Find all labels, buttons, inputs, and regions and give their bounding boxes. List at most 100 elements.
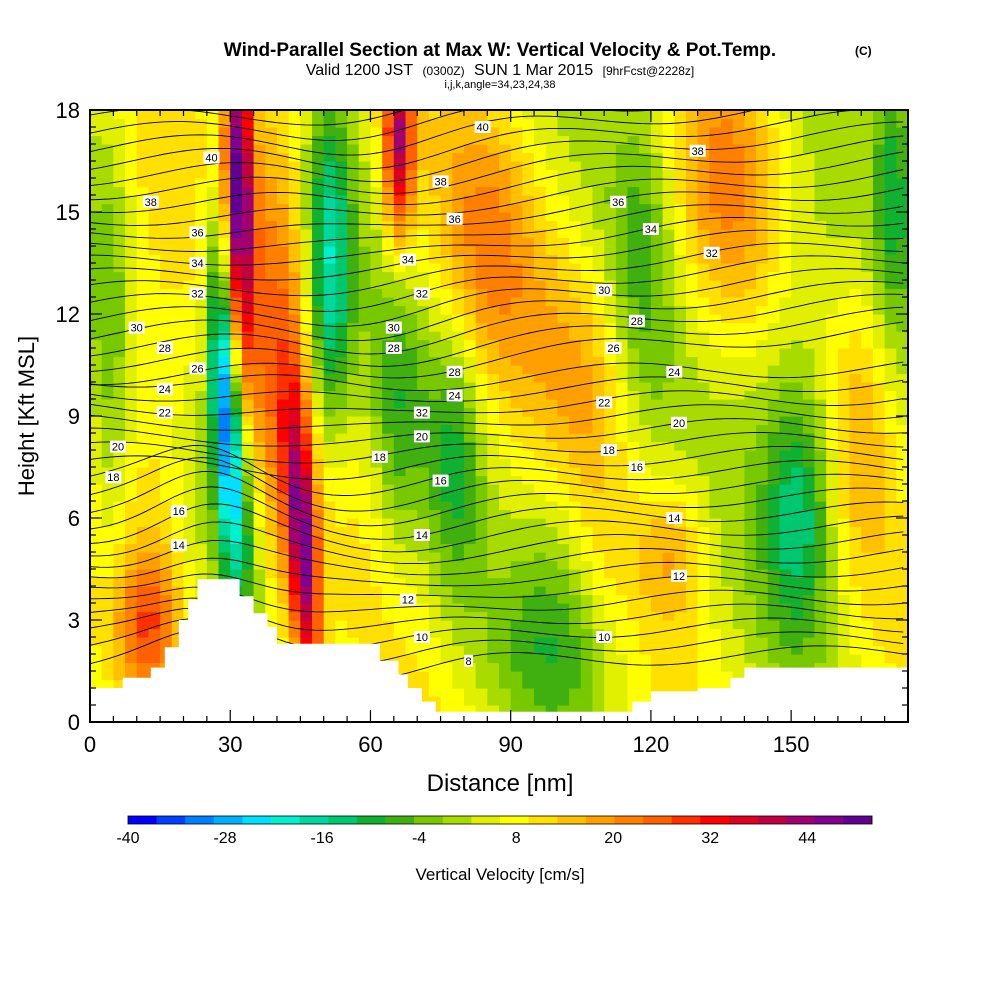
field-cell	[487, 271, 500, 281]
field-cell	[335, 373, 348, 383]
field-cell	[650, 407, 664, 417]
field-cell	[463, 560, 477, 570]
field-cell	[417, 254, 430, 264]
field-cell	[300, 127, 313, 137]
field-cell	[312, 229, 325, 239]
field-cell	[417, 135, 430, 145]
field-cell	[639, 212, 652, 222]
field-cell	[101, 441, 114, 451]
field-cell	[499, 110, 512, 120]
field-cell	[685, 543, 699, 553]
field-cell	[545, 169, 559, 179]
field-cell	[370, 271, 383, 281]
field-cell	[452, 492, 465, 502]
field-cell	[276, 144, 290, 154]
field-cell	[405, 382, 418, 392]
field-cell	[148, 229, 161, 239]
field-cell	[872, 407, 886, 417]
field-cell	[195, 305, 208, 315]
field-cell	[358, 424, 372, 434]
field-cell	[697, 577, 710, 587]
field-cell	[662, 348, 675, 358]
field-cell	[721, 237, 734, 247]
field-cell	[592, 560, 605, 570]
field-cell	[779, 586, 792, 596]
field-cell	[195, 526, 208, 536]
field-cell	[452, 526, 465, 536]
field-cell	[522, 501, 535, 511]
field-cell	[265, 237, 278, 247]
field-cell	[662, 501, 675, 511]
field-cell	[90, 637, 103, 647]
field-cell	[312, 203, 325, 213]
field-cell	[639, 577, 652, 587]
field-cell	[592, 416, 605, 426]
field-cell	[872, 356, 886, 366]
field-cell	[791, 169, 804, 179]
field-cell	[580, 501, 594, 511]
field-cell	[849, 501, 862, 511]
field-cell	[884, 373, 897, 383]
field-cell	[627, 135, 640, 145]
field-cell	[650, 399, 664, 409]
field-cell	[522, 373, 535, 383]
field-cell	[639, 322, 652, 332]
field-cell	[639, 637, 652, 647]
field-cell	[580, 297, 594, 307]
field-cell	[721, 577, 734, 587]
field-cell	[545, 305, 559, 315]
field-cell	[884, 569, 897, 579]
field-cell	[627, 543, 640, 553]
field-cell	[569, 620, 582, 630]
field-cell	[241, 399, 255, 409]
field-cell	[627, 416, 640, 426]
field-cell	[744, 611, 757, 621]
field-cell	[545, 382, 559, 392]
field-cell	[288, 543, 301, 553]
field-cell	[171, 288, 185, 298]
field-cell	[499, 450, 512, 460]
field-cell	[160, 569, 173, 579]
field-cell	[861, 373, 874, 383]
field-cell	[323, 535, 336, 545]
field-cell	[662, 127, 675, 137]
field-cell	[358, 416, 372, 426]
field-cell	[580, 152, 594, 162]
field-cell	[791, 135, 804, 145]
field-cell	[171, 450, 185, 460]
field-cell	[826, 433, 839, 443]
field-cell	[674, 441, 687, 451]
field-cell	[440, 586, 453, 596]
field-cell	[709, 365, 722, 375]
field-cell	[662, 297, 675, 307]
field-cell	[370, 518, 383, 528]
field-cell	[767, 501, 781, 511]
field-cell	[393, 237, 407, 247]
field-cell	[183, 237, 196, 247]
field-cell	[615, 594, 629, 604]
field-cell	[382, 135, 395, 145]
field-cell	[639, 339, 652, 349]
field-cell	[323, 586, 336, 596]
field-cell	[522, 424, 535, 434]
field-cell	[709, 654, 722, 664]
field-cell	[347, 135, 360, 145]
field-cell	[791, 305, 804, 315]
field-cell	[709, 305, 722, 315]
field-cell	[639, 263, 652, 273]
field-cell	[580, 390, 594, 400]
chart-title: Wind-Parallel Section at Max W: Vertical…	[224, 40, 776, 61]
field-cell	[382, 390, 395, 400]
field-cell	[276, 127, 290, 137]
field-cell	[685, 637, 699, 647]
field-cell	[534, 535, 547, 545]
field-cell	[452, 178, 465, 188]
field-cell	[195, 475, 208, 485]
field-cell	[569, 526, 582, 536]
field-cell	[230, 569, 243, 579]
field-cell	[440, 577, 453, 587]
field-cell	[265, 127, 278, 137]
field-cell	[849, 271, 862, 281]
field-cell	[428, 212, 442, 222]
field-cell	[569, 688, 582, 698]
